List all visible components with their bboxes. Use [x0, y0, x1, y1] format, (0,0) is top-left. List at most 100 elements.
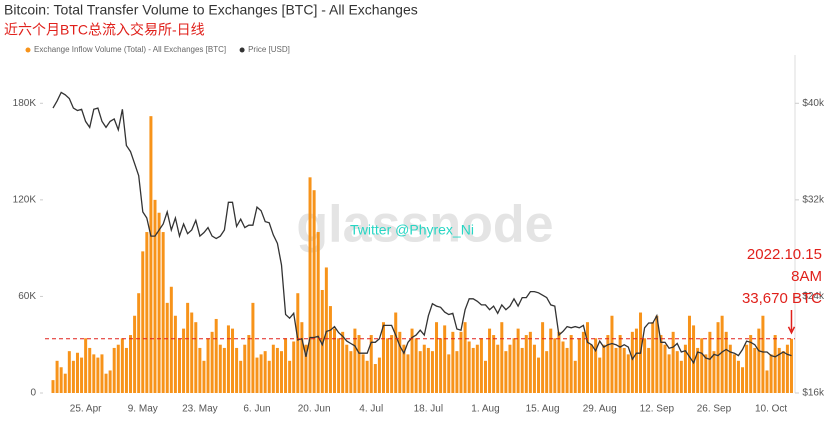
bar [451, 331, 455, 393]
bar [210, 331, 214, 393]
bar [263, 351, 267, 393]
bar [741, 367, 745, 393]
bar [182, 328, 186, 393]
bar [349, 351, 353, 393]
bar [549, 328, 553, 393]
bar [602, 344, 606, 393]
bar [598, 357, 602, 393]
bar [789, 338, 793, 393]
bar [475, 344, 479, 393]
bar [443, 325, 447, 393]
bar [149, 116, 153, 394]
bar [55, 360, 59, 393]
y-tick-label: 60K [18, 291, 36, 302]
bar [190, 312, 194, 393]
bar [781, 351, 785, 393]
bar [647, 347, 651, 393]
bar [129, 335, 133, 393]
annotation: 33,670 BTC [742, 290, 822, 307]
bar [655, 315, 659, 393]
bar [749, 335, 753, 393]
annotation-arrow [787, 310, 796, 335]
bar [259, 354, 263, 393]
bar [186, 302, 190, 393]
chart-subtitle: 近六个月BTC总流入交易所-日线 [4, 22, 205, 38]
bar [84, 338, 88, 393]
bar [585, 322, 589, 393]
bar [239, 360, 243, 393]
bar [769, 354, 773, 393]
bar [557, 331, 561, 393]
bar [732, 354, 736, 393]
bar [528, 331, 532, 393]
chart-title: Bitcoin: Total Transfer Volume to Exchan… [4, 2, 418, 18]
bar [463, 322, 467, 393]
bar [455, 351, 459, 393]
bar [300, 322, 304, 393]
bar [328, 306, 332, 393]
bar [720, 315, 724, 393]
bar [361, 354, 365, 393]
bar [214, 318, 218, 393]
bar [222, 347, 226, 393]
bar [284, 338, 288, 393]
y2-tick-label: $16k [802, 388, 825, 399]
y-tick-label: 180K [13, 98, 37, 109]
bar [508, 344, 512, 393]
bar [218, 344, 222, 393]
bar [667, 354, 671, 393]
x-tick-label: 18. Jul [414, 404, 443, 415]
bar [243, 344, 247, 393]
bar [708, 331, 712, 393]
bar [504, 351, 508, 393]
bar [459, 331, 463, 393]
bar [410, 328, 414, 393]
bar [100, 354, 104, 393]
bar [381, 322, 385, 393]
bar [414, 338, 418, 393]
bar [692, 325, 696, 393]
bar [569, 335, 573, 393]
bar [161, 232, 165, 393]
bar [614, 347, 618, 393]
bar [373, 364, 377, 393]
annotation: 8AM [791, 268, 822, 285]
x-tick-label: 25. Apr [70, 404, 102, 415]
x-tick-label: 29. Aug [583, 404, 617, 415]
bar [679, 360, 683, 393]
bar [255, 357, 259, 393]
x-tick-label: 9. May [128, 404, 158, 415]
bar [532, 344, 536, 393]
x-tick-label: 20. Jun [298, 404, 331, 415]
bar [435, 322, 439, 393]
bar [296, 293, 300, 393]
bar [324, 267, 328, 393]
bar [675, 351, 679, 393]
bar [724, 331, 728, 393]
x-tick-label: 23. May [182, 404, 218, 415]
bar [108, 370, 112, 393]
y2-tick-label: $32k [802, 194, 825, 205]
bar [785, 344, 789, 393]
bar [700, 338, 704, 393]
bar [398, 331, 402, 393]
bar [67, 351, 71, 393]
legend-label: Exchange Inflow Volume (Total) - All Exc… [34, 45, 226, 54]
bar [537, 357, 541, 393]
bar [112, 347, 116, 393]
bar [333, 328, 337, 393]
bar [271, 344, 275, 393]
bar [590, 344, 594, 393]
bar [610, 315, 614, 393]
bar [712, 351, 716, 393]
bar [394, 312, 398, 393]
bar [247, 335, 251, 393]
bar [320, 289, 324, 393]
bar [173, 315, 177, 393]
bar [761, 315, 765, 393]
bar [402, 344, 406, 393]
bar [471, 347, 475, 393]
bar [728, 344, 732, 393]
bar [736, 360, 740, 393]
